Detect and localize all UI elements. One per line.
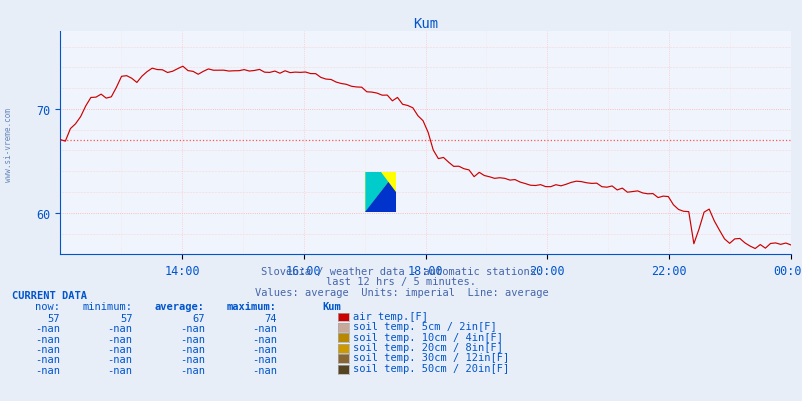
Polygon shape [365, 172, 395, 213]
Text: maximum:: maximum: [227, 302, 277, 312]
Text: soil temp. 50cm / 20in[F]: soil temp. 50cm / 20in[F] [353, 363, 509, 373]
Text: -nan: -nan [107, 344, 132, 354]
Text: Values: average  Units: imperial  Line: average: Values: average Units: imperial Line: av… [254, 288, 548, 298]
Text: air temp.[F]: air temp.[F] [353, 311, 427, 321]
Text: -nan: -nan [180, 324, 205, 334]
Text: Slovenia / weather data - automatic stations.: Slovenia / weather data - automatic stat… [261, 267, 541, 277]
Text: average:: average: [155, 302, 205, 312]
Title: Kum: Kum [412, 17, 438, 31]
Text: soil temp. 10cm / 4in[F]: soil temp. 10cm / 4in[F] [353, 332, 503, 342]
Text: -nan: -nan [107, 324, 132, 334]
Text: -nan: -nan [180, 365, 205, 375]
Text: 74: 74 [264, 313, 277, 323]
Text: Kum: Kum [322, 302, 341, 312]
Text: minimum:: minimum: [83, 302, 132, 312]
Text: -nan: -nan [35, 334, 60, 344]
Text: -nan: -nan [180, 334, 205, 344]
Text: www.si-vreme.com: www.si-vreme.com [3, 107, 13, 181]
Text: -nan: -nan [35, 324, 60, 334]
Text: -nan: -nan [252, 365, 277, 375]
Text: -nan: -nan [35, 365, 60, 375]
Text: -nan: -nan [107, 334, 132, 344]
Text: -nan: -nan [252, 354, 277, 365]
Text: -nan: -nan [252, 344, 277, 354]
Text: soil temp. 5cm / 2in[F]: soil temp. 5cm / 2in[F] [353, 322, 496, 332]
Text: 67: 67 [192, 313, 205, 323]
Text: -nan: -nan [180, 354, 205, 365]
Polygon shape [380, 172, 395, 192]
Text: -nan: -nan [180, 344, 205, 354]
Text: -nan: -nan [107, 365, 132, 375]
Text: -nan: -nan [252, 324, 277, 334]
Text: CURRENT DATA: CURRENT DATA [12, 291, 87, 301]
Text: soil temp. 20cm / 8in[F]: soil temp. 20cm / 8in[F] [353, 342, 503, 352]
Text: soil temp. 30cm / 12in[F]: soil temp. 30cm / 12in[F] [353, 352, 509, 363]
Text: -nan: -nan [35, 354, 60, 365]
Polygon shape [365, 172, 395, 213]
Text: 57: 57 [119, 313, 132, 323]
Text: -nan: -nan [35, 344, 60, 354]
Text: -nan: -nan [107, 354, 132, 365]
Text: last 12 hrs / 5 minutes.: last 12 hrs / 5 minutes. [326, 277, 476, 287]
Text: now:: now: [35, 302, 60, 312]
Text: 57: 57 [47, 313, 60, 323]
Text: -nan: -nan [252, 334, 277, 344]
